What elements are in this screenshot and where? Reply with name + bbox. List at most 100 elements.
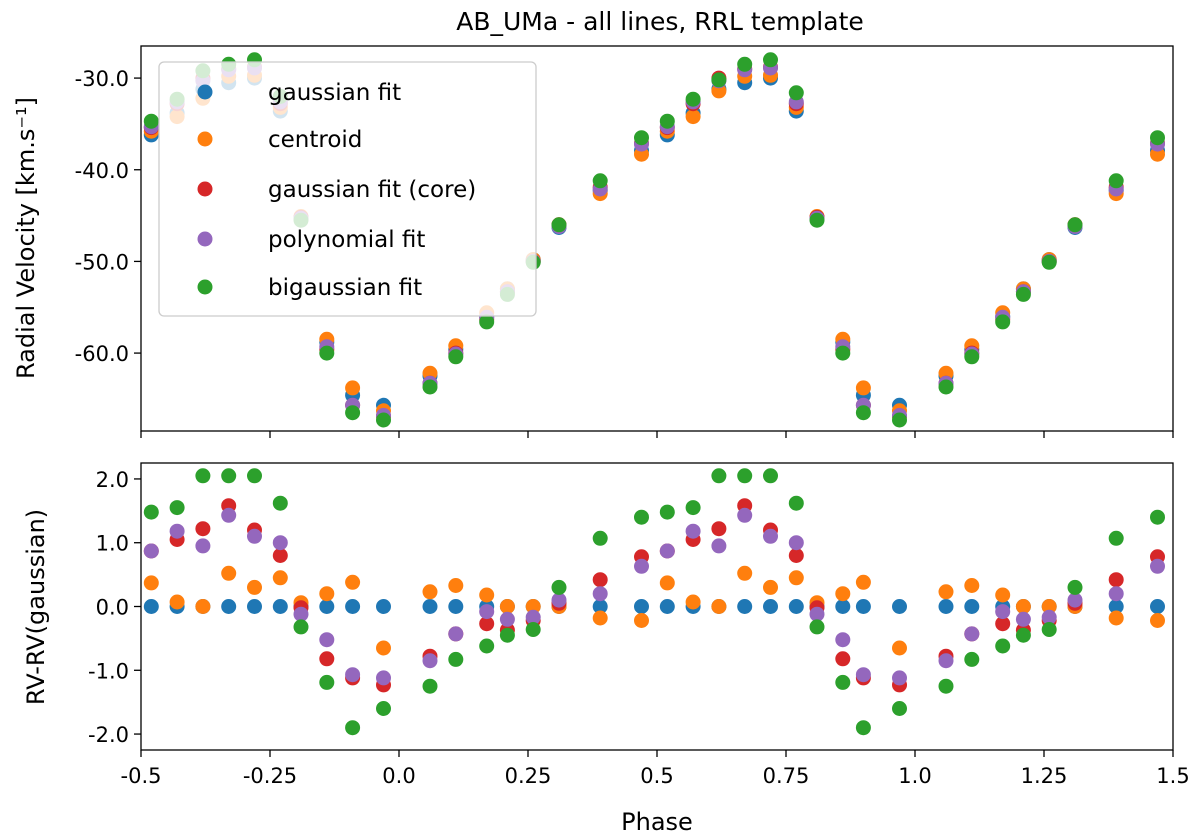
bottom-point-polynomial-fit [195,538,211,554]
bottom-point-polynomial-fit [247,528,262,544]
chart-title: AB_UMa - all lines, RRL template [456,7,864,36]
bottom-point-polynomial-fit [1041,609,1057,625]
top-point-bigaussian-fit [376,412,391,428]
bottom-point-bigaussian-fit [479,638,495,654]
bottom-point-gaussian-fit [376,599,391,614]
bottom-point-gaussian-fit [788,599,804,614]
bottom-point-bigaussian-fit [659,504,675,520]
bottom-point-gaussian-fit [892,599,907,614]
bottom-point-polynomial-fit [592,586,608,602]
bottom-point-gaussian-fit [1108,599,1124,614]
x-axis-label: Phase [621,808,693,836]
top-point-bigaussian-fit [835,345,851,361]
bottom-point-polynomial-fit [1067,592,1083,608]
bottom-point-polynomial-fit [737,507,753,523]
bottom-point-polynomial-fit [659,543,675,559]
bottom-point-centroid [448,578,464,593]
bottom-point-polynomial-fit [892,670,907,686]
legend-marker-polynomial-fit [197,231,213,247]
top-panel: -30.0 -40.0 -50.0 -60.0 Radial Velocity [km… [12,45,1174,438]
bottom-point-polynomial-fit [1150,558,1165,574]
bottom-point-centroid [195,599,211,614]
bottom-point-bigaussian-fit [169,500,185,516]
bottom-point-gaussian-fit-core [835,651,851,667]
bottom-point-gaussian-fit [247,599,262,614]
bottom-point-centroid [1108,610,1124,626]
bottom-point-bigaussian-fit [272,495,288,511]
bottom-point-polynomial-fit [1108,586,1124,602]
bottom-point-bigaussian-fit [1150,509,1165,525]
bottom-point-gaussian-fit-core [711,521,727,537]
bottom-point-polynomial-fit [634,558,649,574]
bottom-y-ticks: 2.0 1.0 0.0 -1.0 -2.0 [88,468,141,747]
top-point-bigaussian-fit [1041,254,1057,270]
bottom-point-centroid [247,579,262,595]
bottom-point-polynomial-fit [809,606,825,622]
bottom-point-bigaussian-fit [634,509,649,525]
bottom-point-bigaussian-fit [964,651,980,667]
top-y-tick-label: -30.0 [75,67,129,91]
top-y-tick-label: -40.0 [75,159,129,183]
bottom-y-tick-label: -2.0 [88,723,129,747]
top-point-bigaussian-fit [143,113,159,129]
bottom-point-bigaussian-fit [892,701,907,716]
x-tick-label: -0.25 [243,764,297,788]
legend-frame [158,61,537,317]
bottom-point-centroid [499,599,515,614]
bottom-point-polynomial-fit [499,611,515,627]
bottom-point-centroid [711,599,727,614]
bottom-point-gaussian-fit-core [272,548,288,563]
x-tick-label: 0.25 [505,764,552,788]
bottom-point-bigaussian-fit [1067,579,1083,595]
bottom-point-gaussian-fit-core [788,548,804,563]
bottom-point-bigaussian-fit [788,495,804,511]
bottom-point-polynomial-fit [169,523,185,539]
legend-marker-gaussian-fit [197,84,213,100]
bottom-point-polynomial-fit [835,632,851,648]
bottom-point-bigaussian-fit [995,638,1011,654]
bottom-point-centroid [634,613,649,628]
top-point-bigaussian-fit [479,314,495,330]
bottom-point-polynomial-fit [855,667,871,683]
bottom-point-gaussian-fit [763,599,778,614]
bottom-point-centroid [737,565,753,581]
top-point-bigaussian-fit [1015,286,1031,302]
bottom-point-polynomial-fit [1015,611,1031,627]
bottom-point-centroid [525,599,541,614]
bottom-point-centroid [1041,599,1057,614]
bottom-point-centroid [659,575,675,591]
bottom-point-gaussian-fit [938,599,954,614]
bottom-point-centroid [938,584,954,600]
top-point-bigaussian-fit [809,212,825,228]
bottom-point-gaussian-fit [659,599,675,614]
bottom-point-centroid [479,587,495,603]
bottom-point-polynomial-fit [788,535,804,551]
top-point-bigaussian-fit [319,345,335,361]
bottom-point-bigaussian-fit [448,651,464,667]
top-point-bigaussian-fit [448,349,464,365]
legend-marker-gaussian-fit-core [197,181,213,197]
bottom-point-bigaussian-fit [1041,622,1057,637]
x-tick-label: 0.5 [640,764,673,788]
bottom-point-polynomial-fit [293,606,309,622]
bottom-scatter-points [143,468,1165,736]
bottom-point-polynomial-fit [448,626,464,642]
bottom-point-gaussian-fit [1150,599,1165,614]
top-x-ticks [140,431,1174,438]
legend: gaussian fit centroid gaussian fit (core… [158,61,537,317]
bottom-point-bigaussian-fit [293,619,309,635]
legend-marker-bigaussian-fit [197,279,213,295]
legend-label-bigaussian-fit: bigaussian fit [268,275,422,301]
top-point-bigaussian-fit [551,217,567,233]
bottom-point-bigaussian-fit [247,468,262,484]
top-y-ticks: -30.0 -40.0 -50.0 -60.0 [75,67,141,366]
x-tick-label: 0.75 [763,764,810,788]
legend-label-gaussian-fit: gaussian fit [268,80,401,106]
top-point-bigaussian-fit [1067,217,1083,233]
x-tick-label: 1.0 [898,764,931,788]
bottom-point-polynomial-fit [685,523,701,539]
bottom-point-gaussian-fit [634,599,649,614]
bottom-point-gaussian-fit [221,599,237,614]
top-point-bigaussian-fit [422,379,438,395]
